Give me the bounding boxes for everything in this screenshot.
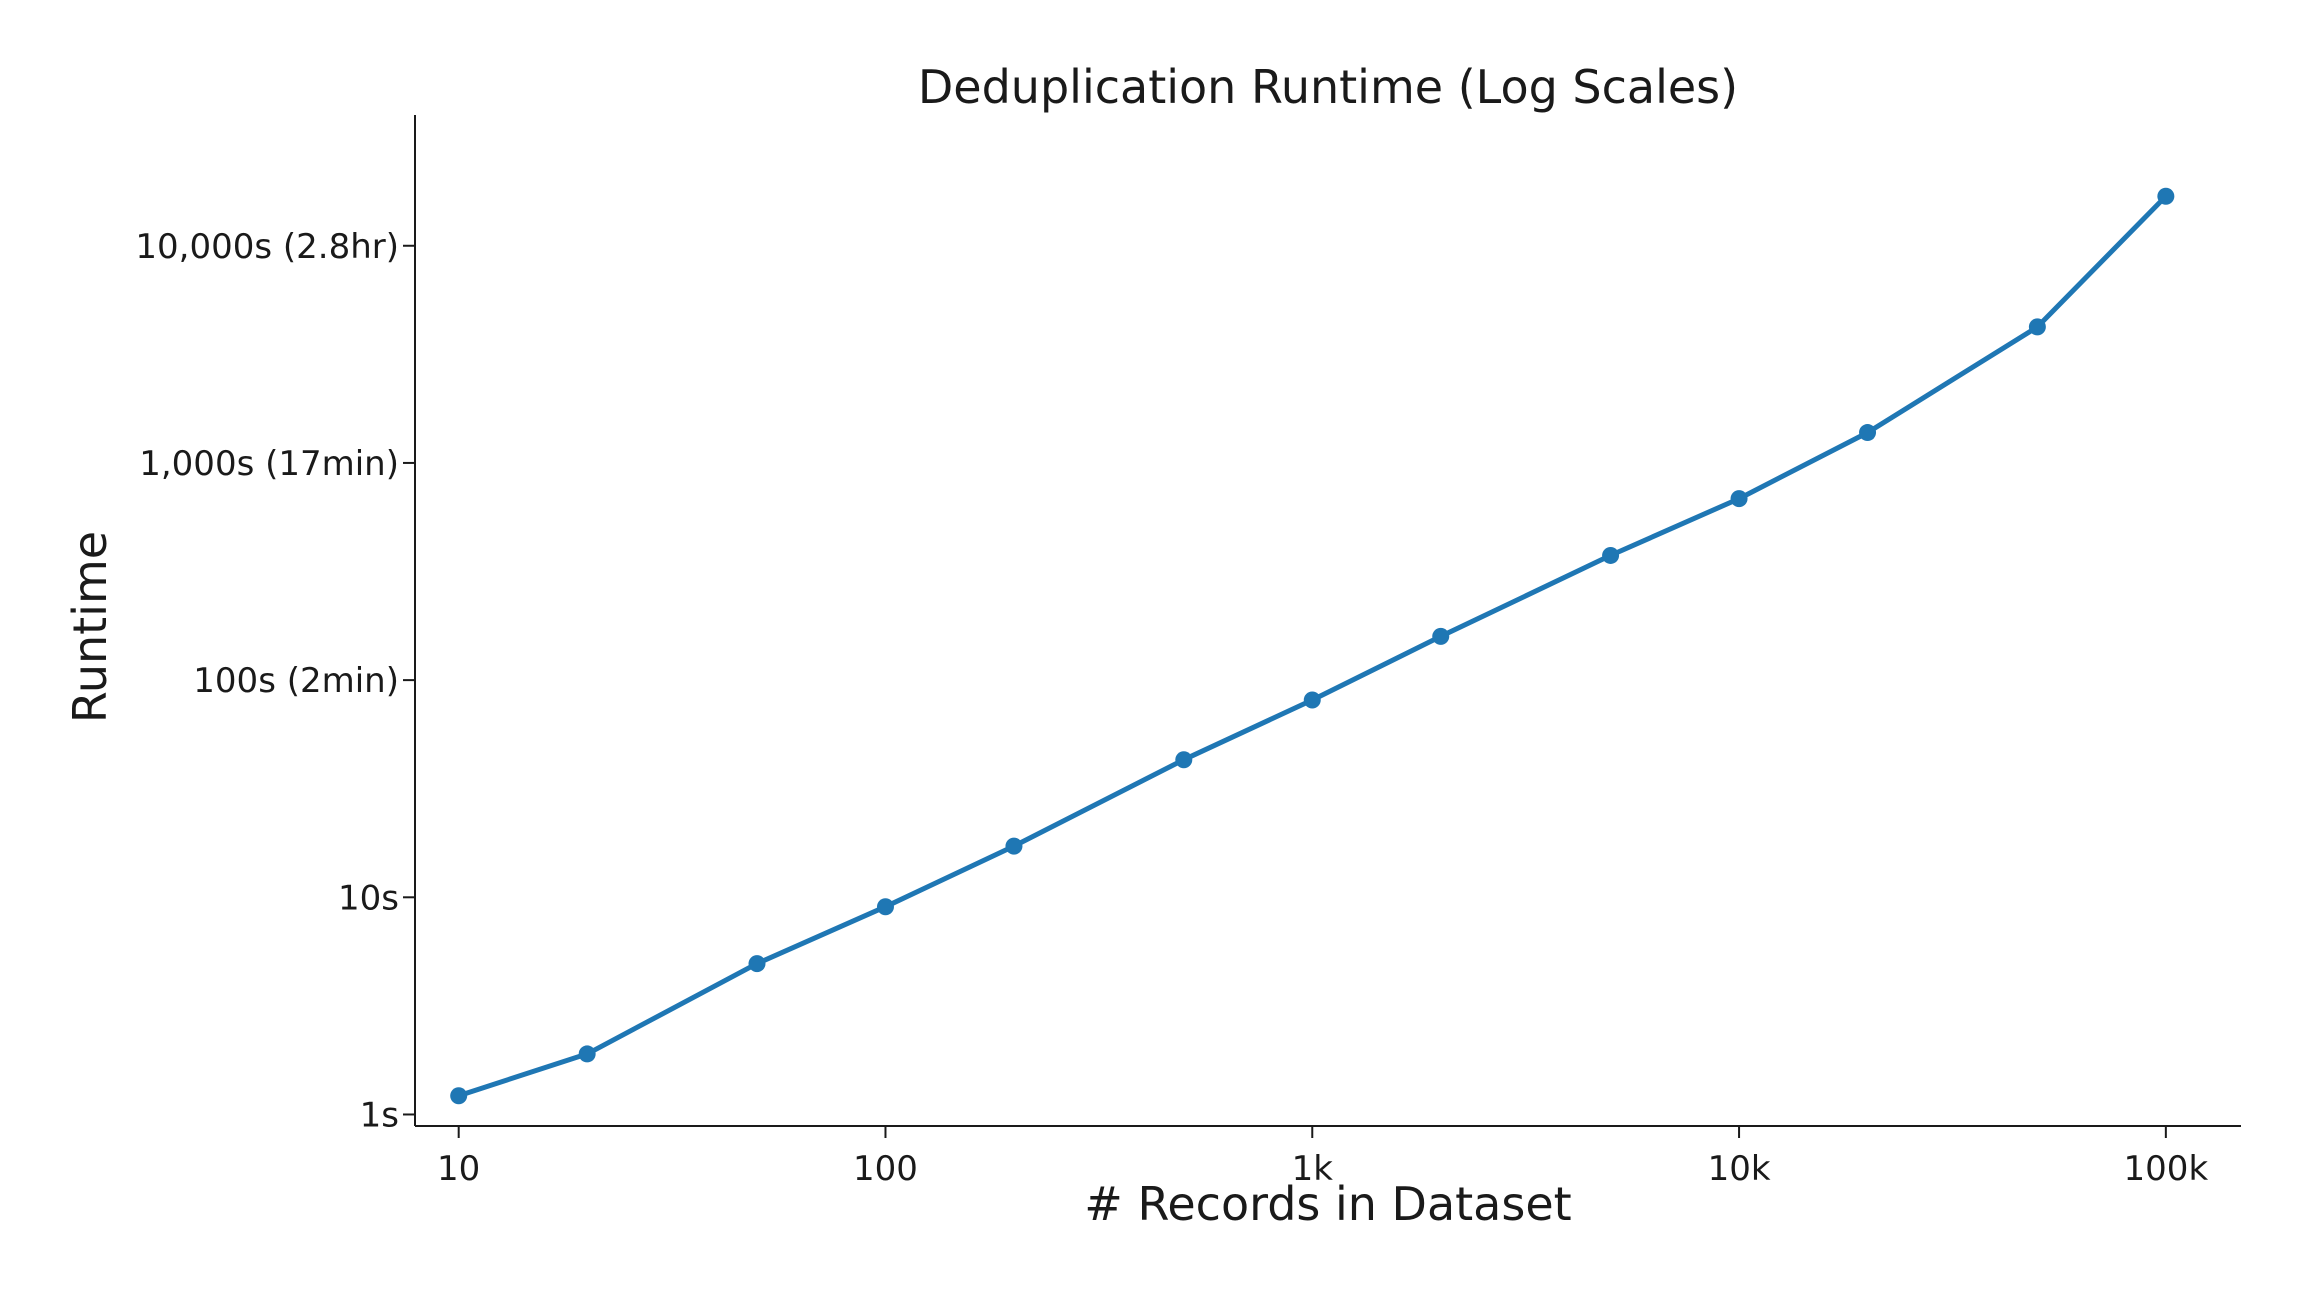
y-tick-label: 10s [338, 878, 399, 918]
data-point [450, 1087, 468, 1105]
data-point [1730, 490, 1748, 508]
series-line [456, 193, 2169, 1099]
data-point [748, 955, 766, 973]
x-tick-label: 100k [2124, 1149, 2209, 1189]
x-axis-ticks: 10 100 1k 10k 100k [437, 1126, 2208, 1189]
data-point [876, 898, 894, 916]
x-tick-label: 10k [1708, 1149, 1771, 1189]
y-tick-label: 1s [360, 1095, 399, 1135]
y-tick-label: 10,000s (2.8hr) [135, 227, 399, 267]
data-point [578, 1045, 596, 1063]
series-layer [450, 187, 2175, 1105]
y-axis-label: Runtime [63, 531, 117, 723]
x-tick-label: 10 [437, 1149, 480, 1189]
x-axis-label: # Records in Dataset [1084, 1177, 1571, 1231]
data-point [1005, 837, 1023, 855]
data-point [1602, 546, 1620, 564]
y-axis-ticks: 1s 10s 100s (2min) 1,000s (17min) 10,000s (2… [135, 227, 415, 1135]
data-point [1859, 424, 1877, 442]
chart-title: Deduplication Runtime (Log Scales) [918, 60, 1738, 114]
data-point [1432, 627, 1450, 645]
data-point [1303, 691, 1321, 709]
data-point [2157, 187, 2175, 205]
y-tick-label: 100s (2min) [193, 661, 399, 701]
data-point [1175, 751, 1193, 769]
x-tick-label: 100 [853, 1149, 918, 1189]
y-tick-label: 1,000s (17min) [139, 444, 399, 484]
data-point [2028, 318, 2046, 336]
x-tick-label: 1k [1292, 1149, 1334, 1189]
